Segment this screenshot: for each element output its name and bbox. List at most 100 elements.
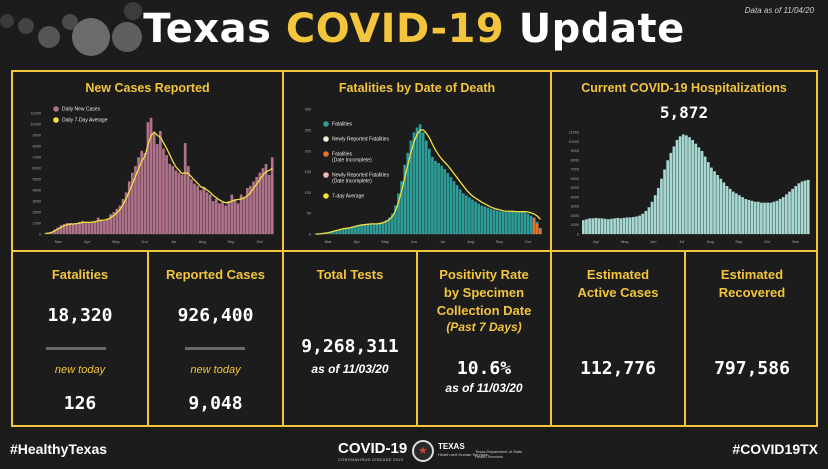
active-value: 112,776	[580, 358, 656, 379]
bar	[731, 191, 735, 234]
bar	[706, 162, 710, 234]
bar	[96, 217, 100, 234]
cases-new-value: 9,048	[188, 393, 243, 414]
bar	[186, 166, 190, 234]
bar	[335, 229, 339, 234]
bar	[656, 187, 660, 234]
bar	[211, 201, 215, 234]
bar	[221, 202, 224, 234]
y-tick-label: 1000	[33, 222, 41, 226]
bar	[735, 193, 738, 234]
bar	[350, 226, 354, 234]
bar	[381, 221, 385, 234]
y-tick-label: 300	[305, 108, 311, 112]
bar	[681, 134, 685, 234]
decor-bubble	[0, 14, 14, 28]
bar-incomplete	[535, 223, 539, 234]
bar	[520, 211, 524, 234]
y-tick-label: 250	[305, 129, 311, 133]
dashboard-frame	[11, 70, 818, 427]
bar	[378, 222, 382, 234]
bar	[635, 216, 638, 234]
hospitalizations-title: Current COVID-19 Hospitalizations	[581, 81, 787, 95]
positivity-as-of: as of 11/03/20	[445, 381, 523, 395]
bar	[685, 135, 688, 234]
x-tick-label: Apr	[593, 239, 600, 244]
divider	[684, 250, 686, 427]
bar	[338, 229, 342, 234]
bar	[109, 214, 112, 234]
bar	[523, 212, 527, 234]
bar	[452, 181, 456, 234]
x-tick-label: Jul	[440, 239, 445, 244]
x-tick-label: Jun	[411, 239, 417, 244]
bar	[214, 198, 218, 234]
x-tick-label: Apr	[354, 239, 361, 244]
active-label-1: Estimated	[586, 267, 650, 282]
bar	[495, 210, 499, 234]
page-title: Texas COVID-19 Update	[0, 6, 828, 52]
new-cases-title: New Cases Reported	[85, 81, 210, 95]
bar	[526, 213, 530, 234]
bar	[264, 163, 268, 234]
bar	[360, 224, 363, 234]
bar	[140, 150, 144, 234]
y-tick-label: 3000	[33, 200, 41, 204]
x-tick-label: Jul	[679, 239, 684, 244]
bar	[443, 169, 447, 234]
y-tick-label: 4000	[33, 189, 41, 193]
bar	[781, 197, 785, 234]
title-texas: Texas	[143, 6, 272, 52]
bar	[747, 199, 751, 234]
y-tick-label: 3000	[571, 205, 579, 209]
y-tick-label: 0	[39, 233, 41, 237]
divider	[147, 250, 149, 427]
bar	[628, 217, 632, 234]
bar	[171, 166, 175, 234]
bar	[65, 223, 69, 234]
bar	[394, 205, 397, 234]
bar	[90, 221, 94, 234]
recovered-label-2: Recovered	[718, 285, 786, 300]
bar	[124, 192, 128, 234]
bar	[354, 225, 357, 234]
divider	[282, 70, 284, 427]
bar	[744, 198, 748, 234]
data-as-of: Data as of 11/04/20	[744, 6, 814, 15]
bar	[638, 215, 641, 234]
bar	[87, 223, 91, 234]
bar	[236, 203, 240, 234]
x-tick-label: Aug	[199, 239, 206, 244]
y-tick-label: 100	[305, 191, 311, 195]
bar	[660, 178, 663, 234]
x-tick-label: May	[112, 239, 120, 244]
bar	[446, 173, 450, 234]
x-tick-label: May	[381, 239, 389, 244]
bar	[415, 127, 419, 234]
y-tick-label: 9000	[33, 134, 41, 138]
bar	[508, 211, 511, 234]
bar	[84, 221, 88, 234]
bar	[406, 152, 410, 234]
bar	[267, 174, 271, 234]
bar	[644, 210, 648, 234]
positivity-label-2: by Specimen	[443, 285, 525, 300]
separator	[185, 347, 245, 350]
decor-bubble	[18, 18, 34, 34]
y-tick-label: 50	[307, 212, 311, 216]
bar-incomplete	[532, 217, 536, 234]
divider	[550, 70, 552, 427]
recovered-value: 797,586	[714, 358, 790, 379]
bar	[75, 223, 78, 234]
positivity-label-1: Positivity Rate	[439, 267, 529, 282]
tests-as-of: as of 11/03/20	[311, 362, 389, 376]
bar	[81, 220, 85, 234]
legend-marker	[53, 106, 59, 112]
bar	[162, 148, 165, 234]
legend-marker	[53, 117, 59, 123]
bar	[424, 140, 428, 234]
bar	[68, 223, 72, 234]
fatalities-chart-title: Fatalities by Date of Death	[338, 81, 496, 95]
bar	[492, 209, 496, 234]
bar	[725, 186, 729, 234]
